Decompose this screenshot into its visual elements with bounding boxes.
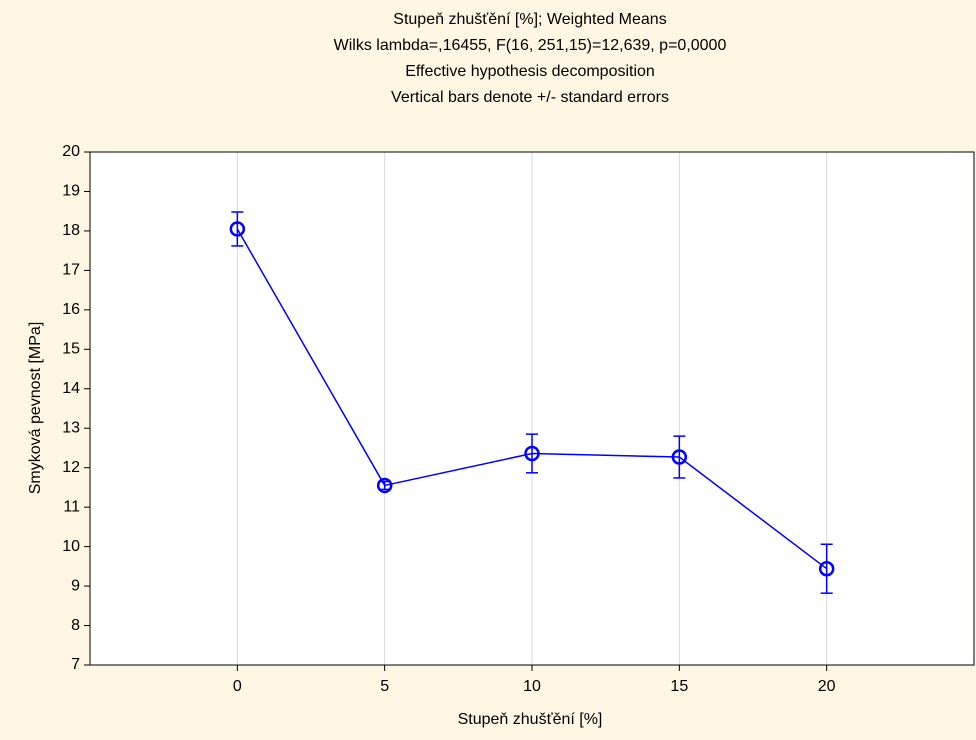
marker (818, 560, 835, 577)
marker (229, 221, 246, 237)
plot-frame (89, 151, 975, 666)
chart-title: Vertical bars denote +/- standard errors (391, 89, 669, 106)
y-tick-label: 9 (71, 577, 80, 594)
error-bar (673, 435, 686, 479)
y-axis-label: Smyková pevnost [MPa] (27, 322, 44, 495)
y-tick-label: 10 (62, 538, 80, 555)
x-tick-label: 5 (380, 678, 389, 695)
error-bar (231, 211, 244, 247)
marker (524, 445, 540, 462)
y-tick-label: 8 (71, 617, 80, 634)
y-tick-label: 17 (62, 262, 80, 279)
error-bar (820, 543, 833, 594)
x-tick-label: 10 (523, 678, 541, 695)
y-tick-label: 11 (63, 498, 80, 515)
marker (671, 449, 688, 465)
y-tick-label: 20 (62, 143, 80, 160)
y-tick-label: 16 (62, 301, 80, 318)
y-tick-label: 18 (62, 222, 80, 239)
x-tick-label: 20 (818, 678, 836, 695)
chart-title: Effective hypothesis decomposition (405, 63, 655, 80)
y-tick-label: 19 (62, 183, 80, 200)
y-tick-label: 14 (62, 380, 80, 397)
y-tick-label: 7 (71, 656, 80, 673)
x-axis-label: Stupeň zhušťění [%] (458, 711, 603, 728)
x-tick-label: 15 (670, 678, 688, 695)
marker (376, 477, 393, 494)
error-bar (526, 433, 538, 474)
x-tick-label: 0 (233, 678, 242, 695)
y-tick-label: 15 (62, 341, 80, 358)
chart-title: Wilks lambda=,16455, F(16, 251,15)=12,63… (334, 37, 727, 54)
chart-title: Stupeň zhušťění [%]; Weighted Means (393, 11, 666, 28)
y-tick-label: 13 (62, 419, 80, 436)
y-tick-label: 12 (62, 459, 80, 476)
